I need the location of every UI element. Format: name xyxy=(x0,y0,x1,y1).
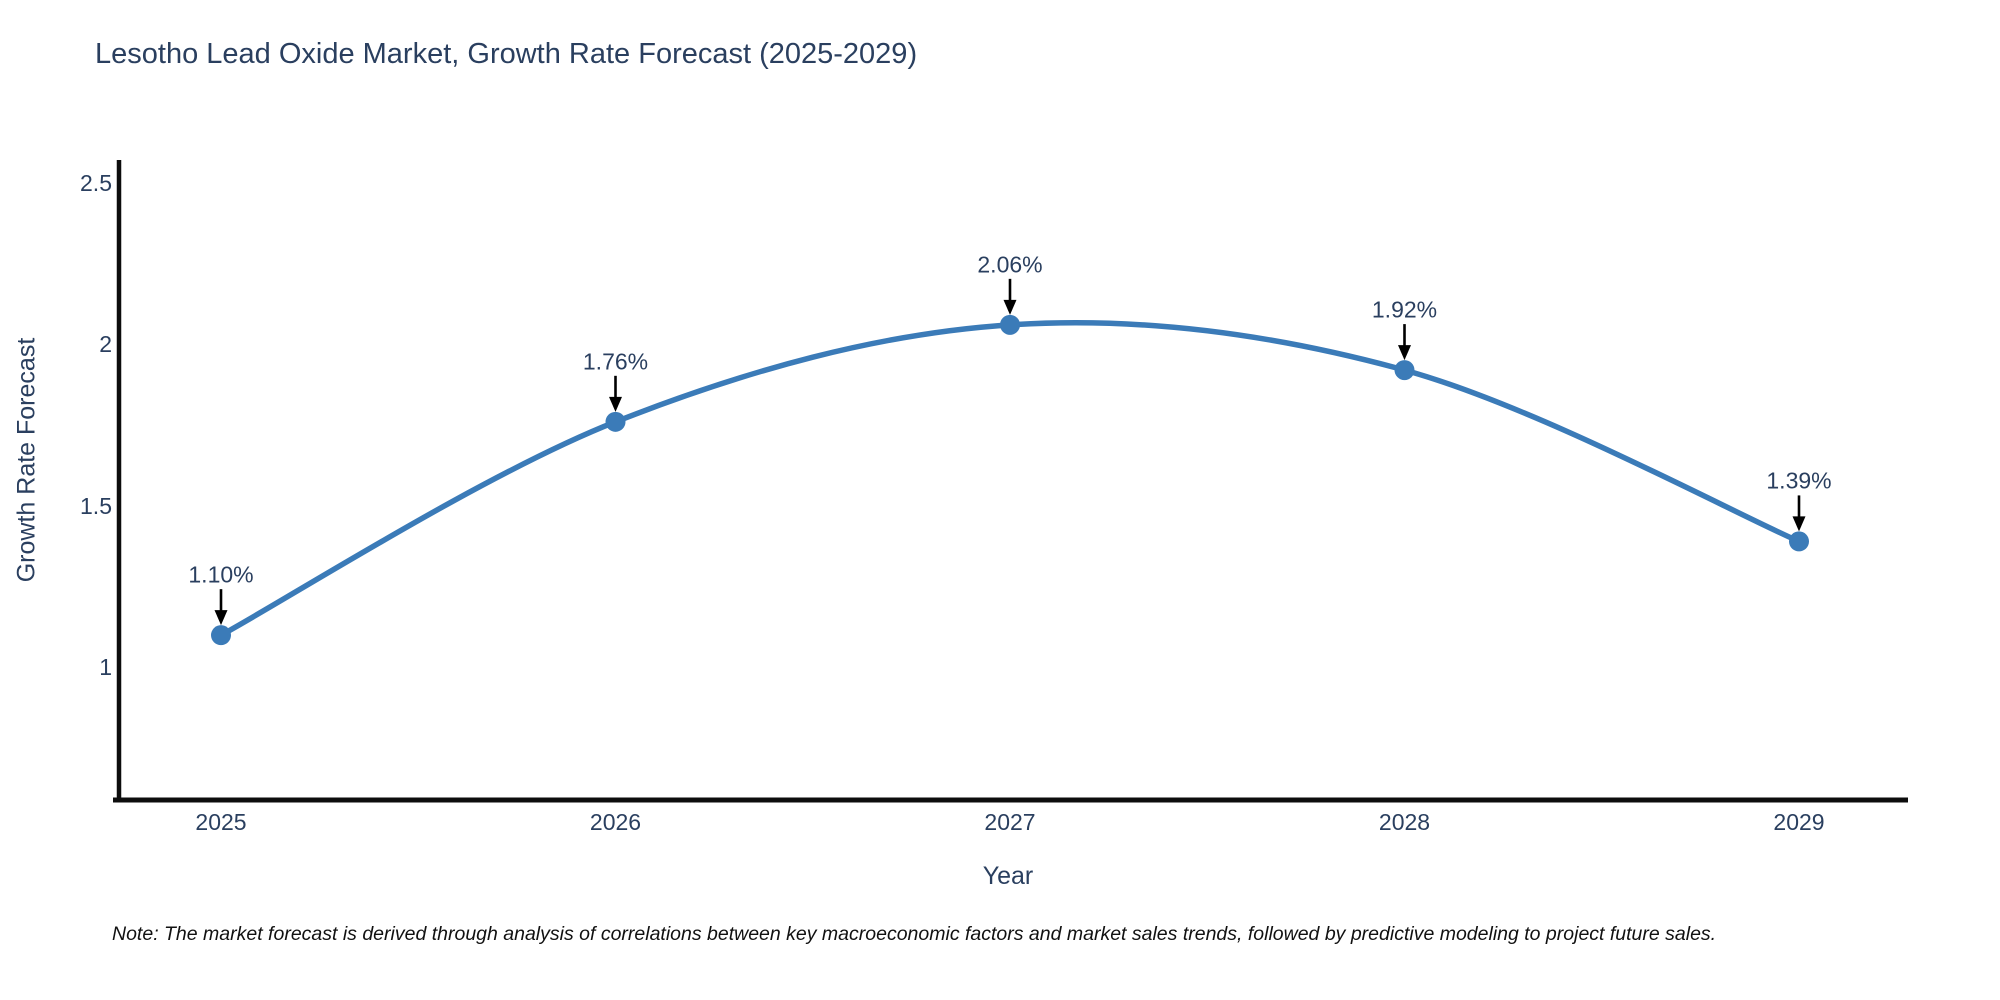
data-point-value-label: 1.10% xyxy=(188,561,254,588)
data-point-marker xyxy=(211,625,231,646)
y-tick-label: 2 xyxy=(99,331,112,358)
data-point-value-label: 1.92% xyxy=(1371,296,1438,323)
x-tick-label: 2028 xyxy=(1378,809,1431,835)
annotation-arrowhead xyxy=(1398,345,1411,361)
forecast-line xyxy=(218,319,1802,638)
data-point-value-label: 1.39% xyxy=(1766,467,1832,494)
x-axis-title: Year xyxy=(982,862,1034,890)
annotation-arrowhead xyxy=(214,610,228,626)
y-tick-label: 1 xyxy=(99,654,112,681)
data-point-value-label: 1.76% xyxy=(582,348,649,375)
chart-footnote: Note: The market forecast is derived thr… xyxy=(112,923,1717,945)
annotation-arrowhead xyxy=(1792,516,1806,532)
x-tick-label: 2026 xyxy=(589,809,642,835)
data-point-marker xyxy=(605,411,626,432)
data-point-marker xyxy=(1000,314,1020,335)
x-tick-label: 2027 xyxy=(984,809,1036,835)
y-tick-label: 2.5 xyxy=(80,169,112,196)
y-tick-label: 1.5 xyxy=(80,492,112,519)
chart-title: Lesotho Lead Oxide Market, Growth Rate F… xyxy=(95,38,918,70)
data-point-value-label: 2.06% xyxy=(977,251,1043,278)
y-axis-title: Growth Rate Forecast xyxy=(12,337,41,583)
annotation-arrowhead xyxy=(609,396,622,412)
x-tick-label: 2029 xyxy=(1773,809,1825,835)
data-point-marker xyxy=(1789,531,1809,552)
data-point-marker xyxy=(1394,360,1415,381)
annotation-arrowhead xyxy=(1003,299,1017,315)
x-tick-label: 2025 xyxy=(195,809,247,835)
